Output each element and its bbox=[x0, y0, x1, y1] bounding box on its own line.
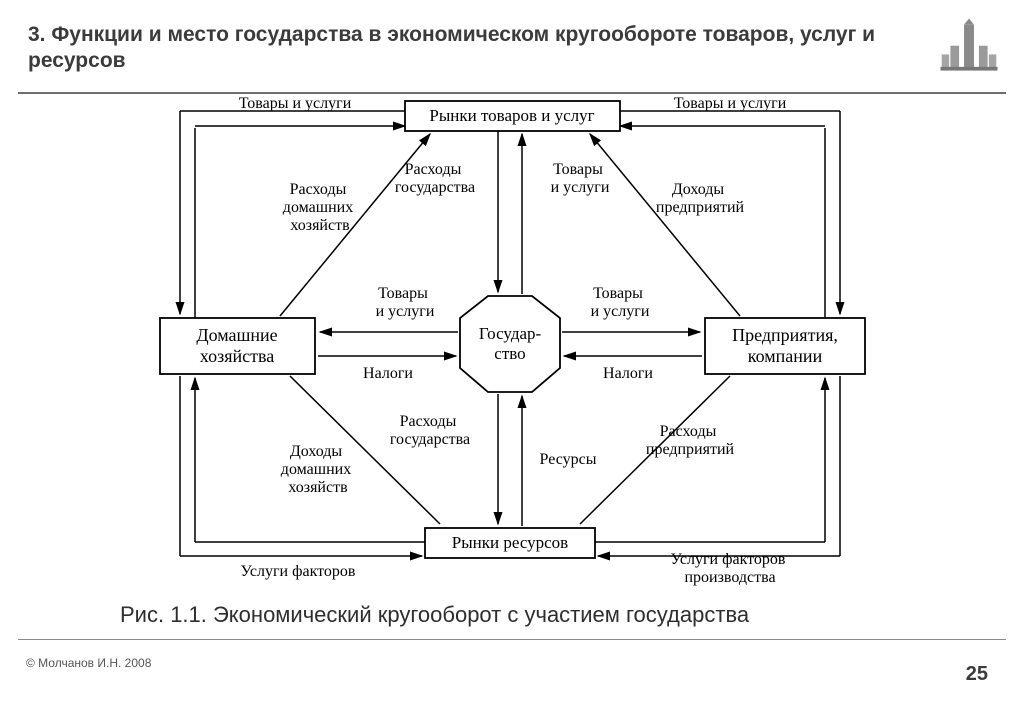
svg-text:Услуги факторов производст: Услуги факторов производства bbox=[241, 563, 360, 586]
lbl-e1: Товары и услуги bbox=[239, 96, 352, 112]
svg-text:Товары и услуги: Товары и услуги bbox=[591, 285, 650, 320]
svg-text:Товары и услуги: Товары и услуги bbox=[376, 285, 435, 320]
figure-caption: Рис. 1.1. Экономический кругооборот с уч… bbox=[120, 602, 749, 628]
svg-text:Доходы домашних хозяйс: Доходы домашних хозяйств bbox=[281, 443, 355, 496]
svg-text:Налоги: Налоги bbox=[603, 365, 653, 382]
svg-text:Расходы домашних хозяй: Расходы домашних хозяйств bbox=[283, 181, 357, 234]
svg-text:Услуги факторов производст: Услуги факторов производства bbox=[671, 551, 790, 586]
svg-text:Товары и услуги: Товары и услуги bbox=[551, 161, 610, 196]
msu-logo-icon bbox=[938, 16, 1000, 78]
copyright-text: © Молчанов И.Н. 2008 bbox=[26, 656, 151, 670]
slide-heading: 3. Функции и место государства в экономи… bbox=[28, 22, 924, 75]
svg-text:компании: компании bbox=[748, 346, 823, 366]
svg-text:хозяйства: хозяйства bbox=[200, 346, 274, 366]
heading-rule bbox=[18, 92, 1006, 94]
svg-text:Налоги: Налоги bbox=[363, 365, 413, 382]
svg-text:Государ-: Государ- bbox=[479, 324, 542, 343]
svg-text:Предприятия,: Предприятия, bbox=[732, 325, 838, 345]
svg-text:Расходы государства: Расходы государства bbox=[395, 161, 475, 196]
svg-text:ство: ство bbox=[494, 344, 525, 363]
svg-text:Домашние: Домашние bbox=[196, 325, 277, 345]
svg-text:Расходы государства: Расходы государства bbox=[390, 413, 470, 448]
svg-text:Ресурсы: Ресурсы bbox=[540, 451, 597, 468]
svg-text:Расходы предприятий: Расходы предприятий bbox=[646, 423, 735, 458]
lbl-e2: Товары и услуги bbox=[674, 96, 787, 112]
circular-flow-diagram: Рынки товаров и услуг Рынки ресурсов Дом… bbox=[130, 96, 890, 586]
page-number: 25 bbox=[966, 663, 988, 686]
svg-text:Доходы предприятий: Доходы предприятий bbox=[656, 181, 745, 216]
footer-rule bbox=[18, 639, 1006, 640]
node-goods-market-label: Рынки товаров и услуг bbox=[429, 106, 594, 125]
node-resource-market-label: Рынки ресурсов bbox=[452, 533, 568, 552]
